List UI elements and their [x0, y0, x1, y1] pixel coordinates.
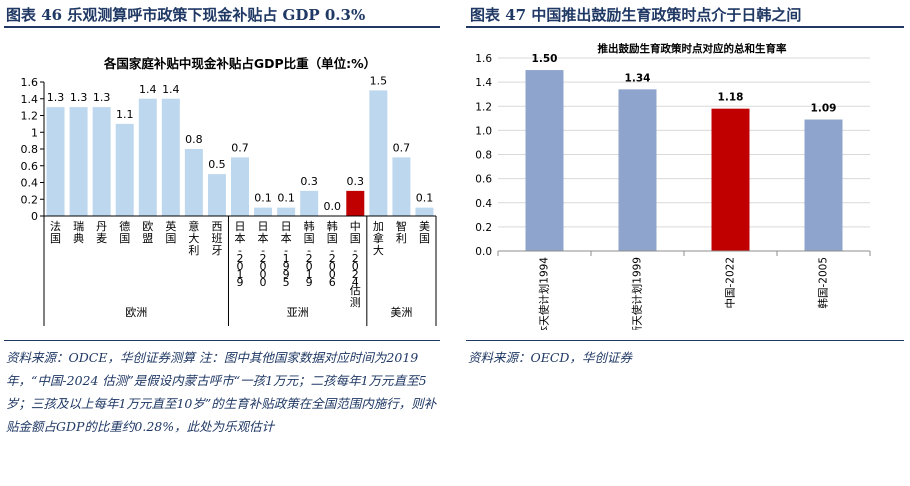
right-figure-title: 图表 47 中国推出鼓励生育政策时点介于日韩之间 — [470, 6, 802, 24]
y-tick-label: 1.6 — [475, 53, 492, 65]
y-tick-label: 0 — [31, 210, 38, 223]
y-tick-label: 0.6 — [21, 160, 39, 173]
category-label: 意大利 — [188, 219, 199, 257]
category-label: 西班牙 — [211, 220, 222, 257]
bar — [369, 90, 388, 216]
y-tick-label: 0.8 — [475, 150, 492, 162]
bar — [138, 98, 157, 216]
bar — [184, 149, 203, 216]
bar-value-label: 1.50 — [532, 53, 558, 65]
category-label: 韩国-2005 — [817, 257, 830, 309]
category-label: 韩国-2 0 1 9 — [304, 219, 315, 289]
bar — [392, 157, 411, 216]
bar — [618, 89, 657, 251]
bar-value-label: 0.8 — [185, 133, 203, 146]
category-label: 日本新天使计划1999 — [631, 257, 644, 330]
bar — [207, 174, 226, 216]
group-label: 亚洲 — [287, 306, 309, 319]
category-label: 瑞典 — [73, 219, 84, 245]
category-label: 中国-2 0 2 4 估测 — [350, 220, 361, 309]
bar-value-label: 0.7 — [231, 141, 249, 154]
right-title-rule — [466, 26, 904, 28]
bar — [525, 70, 564, 251]
y-tick-label: 1.4 — [21, 93, 39, 106]
category-label: 加拿大 — [373, 220, 384, 257]
category-label: 日本-1 9 9 5 — [281, 220, 292, 289]
chart-title: 各国家庭补贴中现金补贴占GDP比重（单位:%） — [103, 56, 376, 71]
bar-value-label: 1.3 — [47, 91, 65, 104]
bar-value-label: 0.1 — [254, 192, 272, 205]
category-label: 日本-2 0 0 0 — [258, 220, 269, 289]
bar-value-label: 0.3 — [347, 175, 365, 188]
category-label: 中国-2022 — [724, 257, 737, 309]
bar — [277, 207, 296, 216]
category-label: 法国 — [50, 219, 61, 245]
bar-value-label: 1.4 — [139, 83, 157, 96]
bar-value-label: 0.3 — [300, 175, 318, 188]
bar — [69, 107, 88, 216]
bar-value-label: 0.7 — [393, 141, 411, 154]
chart-title: 推出鼓励生育政策时点对应的总和生育率 — [598, 42, 787, 55]
left-title-rule — [4, 26, 440, 28]
bar — [92, 107, 111, 216]
bar-value-label: 1.4 — [162, 83, 180, 96]
bar — [415, 207, 434, 216]
bar-value-label: 1.3 — [93, 91, 111, 104]
bar — [711, 108, 750, 251]
bar — [346, 190, 365, 216]
bar — [254, 207, 273, 216]
y-tick-label: 0.0 — [475, 246, 492, 258]
category-label: 英国 — [165, 219, 176, 245]
category-label: 丹麦 — [96, 220, 107, 245]
y-tick-label: 0.2 — [21, 193, 39, 206]
category-label: 美国 — [419, 220, 430, 245]
y-tick-label: 1.6 — [21, 76, 39, 89]
bar-value-label: 1.3 — [70, 91, 88, 104]
bar-value-label: 0.0 — [323, 200, 341, 213]
y-tick-label: 0.4 — [21, 177, 39, 190]
bar-value-label: 1.5 — [370, 74, 388, 87]
category-label: 智利 — [396, 219, 407, 245]
right-chart: 0.0 0.2 0.4 0.6 0.8 1.0 1.2 1.4 1.6 推出鼓励生育政策时点对应的… — [475, 42, 871, 330]
category-label: 日本天使计划1994 — [538, 257, 551, 330]
y-tick-label: 0.8 — [21, 143, 39, 156]
left-chart: 各国家庭补贴中现金补贴占GDP比重（单位:%） 0 0.2 0.4 0.6 0.8 1 1.2… — [21, 56, 437, 326]
left-source-rule — [4, 340, 440, 341]
y-tick-label: 1.0 — [475, 125, 492, 137]
category-label: 欧盟 — [142, 220, 153, 245]
y-tick-label: 1.4 — [475, 77, 492, 89]
category-label: 日本-2 0 1 9 — [235, 220, 246, 289]
bar-value-label: 0.5 — [208, 158, 226, 171]
bar — [161, 98, 180, 216]
y-tick-label: 1 — [31, 126, 38, 139]
bar-value-label: 1.09 — [811, 103, 837, 115]
y-tick-label: 0.2 — [475, 222, 492, 234]
bar-value-label: 1.1 — [116, 108, 134, 121]
y-tick-label: 1.2 — [475, 101, 492, 113]
left-source-note: 资料来源：ODCE，华创证券测算 注：图中其他国家数据对应时间为2019年，“中… — [6, 350, 437, 434]
bar-value-label: 1.18 — [718, 92, 744, 104]
bar — [46, 107, 65, 216]
right-source-note: 资料来源：OECD，华创证券 — [468, 350, 632, 365]
bar — [804, 119, 843, 251]
group-label: 美洲 — [390, 306, 412, 319]
category-label: 德国 — [119, 219, 130, 245]
bar — [300, 190, 319, 216]
y-tick-label: 0.6 — [475, 174, 492, 186]
category-label: 韩国-2 0 0 6 — [327, 219, 338, 289]
bar — [115, 123, 134, 216]
y-tick-label: 0.4 — [475, 198, 492, 210]
group-label: 欧洲 — [125, 306, 147, 319]
bar-value-label: 0.1 — [277, 192, 295, 205]
left-figure-title: 图表 46 乐观测算呼市政策下现金补贴占 GDP 0.3% — [6, 6, 366, 24]
bar-value-label: 1.34 — [625, 72, 651, 84]
bar — [231, 157, 249, 216]
right-source-rule — [466, 340, 904, 341]
bar-value-label: 0.1 — [416, 192, 434, 205]
y-tick-label: 1.2 — [21, 110, 39, 123]
